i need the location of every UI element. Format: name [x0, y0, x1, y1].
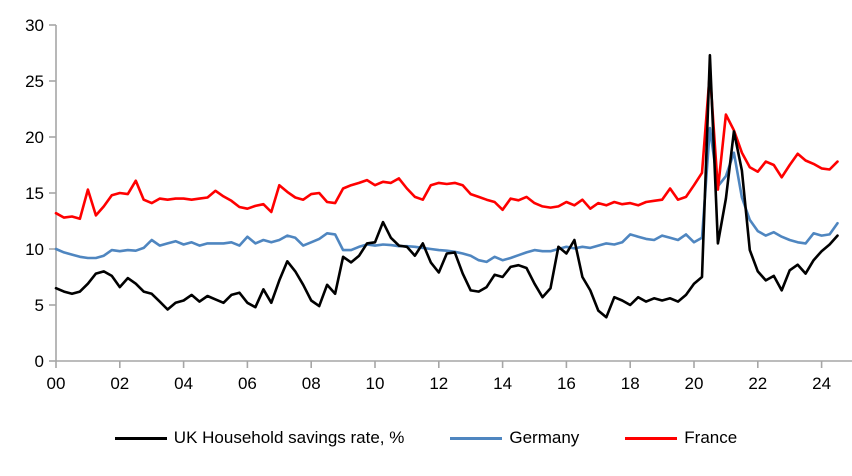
germany-line-swatch [450, 436, 503, 440]
uk-line-swatch [114, 436, 167, 440]
legend-item-uk: UK Household savings rate, % [114, 428, 405, 448]
x-tick-label: 00 [47, 374, 66, 393]
x-tick-label: 04 [174, 374, 193, 393]
y-tick-label: 10 [25, 240, 44, 259]
y-tick-label: 20 [25, 128, 44, 147]
france-line-swatch [625, 436, 678, 440]
france-series-line [54, 70, 839, 221]
legend-label-germany: Germany [509, 428, 580, 447]
legend-label-france: France [684, 428, 738, 447]
y-tick-label: 5 [35, 296, 44, 315]
x-tick-label: 02 [110, 374, 129, 393]
y-tick-label: 30 [25, 16, 44, 35]
uk-series-line [54, 53, 839, 319]
y-tick-label: 25 [25, 72, 44, 91]
x-tick-label: 10 [366, 374, 385, 393]
y-tick-label: 15 [25, 184, 44, 203]
y-tick-label: 0 [35, 352, 44, 371]
legend-label-uk: UK Household savings rate, % [173, 428, 405, 447]
x-tick-label: 08 [302, 374, 321, 393]
x-tick-label: 16 [557, 374, 576, 393]
chart-legend: UK Household savings rate, % Germany Fra… [0, 428, 852, 448]
germany-series-line [54, 126, 839, 264]
x-tick-label: 06 [238, 374, 257, 393]
legend-item-germany: Germany [450, 428, 579, 448]
x-tick-label: 12 [429, 374, 448, 393]
x-tick-label: 18 [621, 374, 640, 393]
x-tick-label: 20 [685, 374, 704, 393]
legend-item-france: France [625, 428, 737, 448]
x-tick-label: 24 [812, 374, 831, 393]
x-tick-label: 14 [493, 374, 512, 393]
x-tick-label: 22 [748, 374, 767, 393]
